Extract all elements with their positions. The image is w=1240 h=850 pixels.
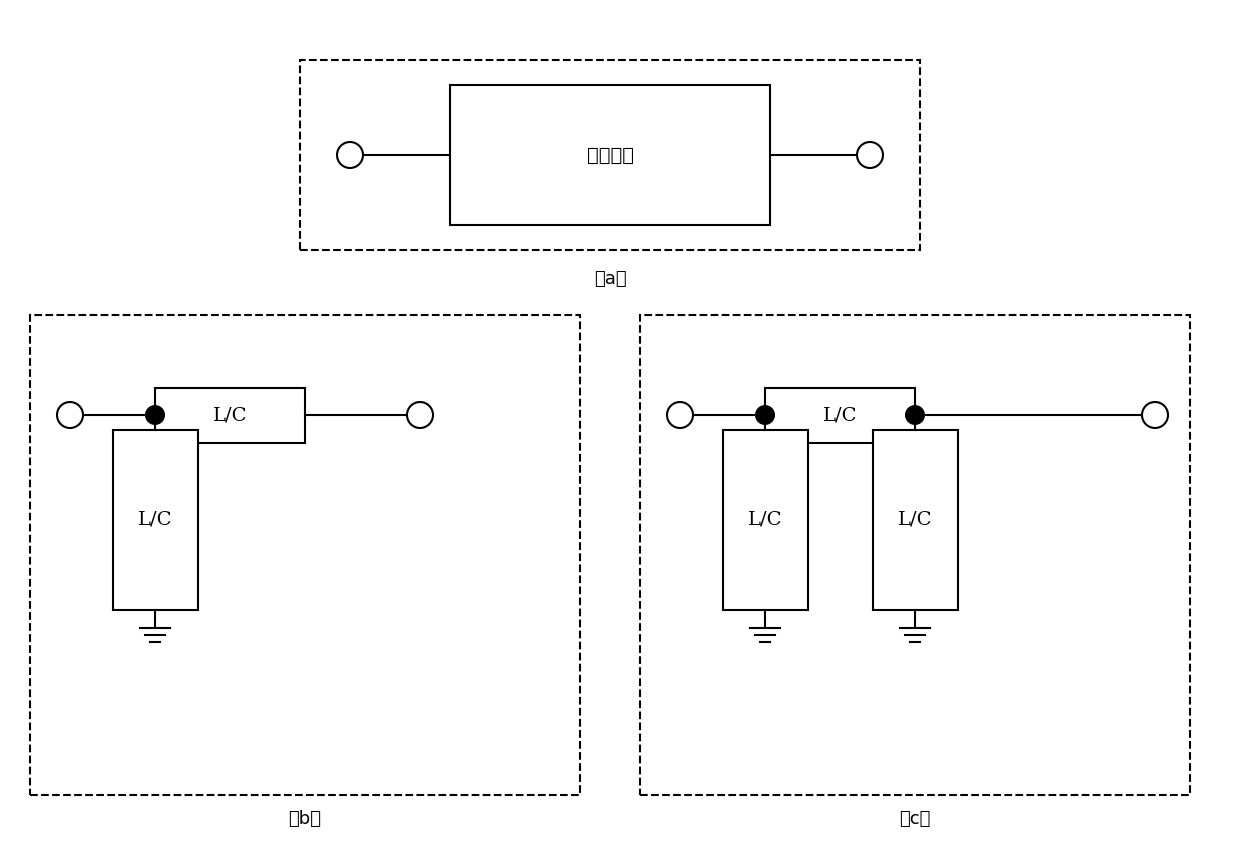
Text: 匹配单元: 匹配单元 [587, 145, 634, 165]
Circle shape [667, 402, 693, 428]
Text: （c）: （c） [899, 810, 931, 828]
Bar [300, 60, 920, 250]
Circle shape [1142, 402, 1168, 428]
Circle shape [57, 402, 83, 428]
Text: L/C: L/C [823, 406, 857, 424]
Bar [30, 315, 580, 795]
Text: L/C: L/C [748, 511, 782, 529]
Bar [450, 85, 770, 225]
Text: L/C: L/C [898, 511, 932, 529]
Circle shape [407, 402, 433, 428]
Bar [873, 430, 957, 610]
Bar [113, 430, 197, 610]
Bar [765, 388, 915, 443]
Text: L/C: L/C [138, 511, 172, 529]
Text: L/C: L/C [213, 406, 247, 424]
Text: （a）: （a） [594, 270, 626, 288]
Circle shape [337, 142, 363, 168]
Bar [155, 388, 305, 443]
Circle shape [905, 405, 925, 425]
Text: （b）: （b） [289, 810, 321, 828]
Circle shape [857, 142, 883, 168]
Bar [640, 315, 1190, 795]
Circle shape [145, 405, 165, 425]
Circle shape [755, 405, 775, 425]
Bar [723, 430, 807, 610]
